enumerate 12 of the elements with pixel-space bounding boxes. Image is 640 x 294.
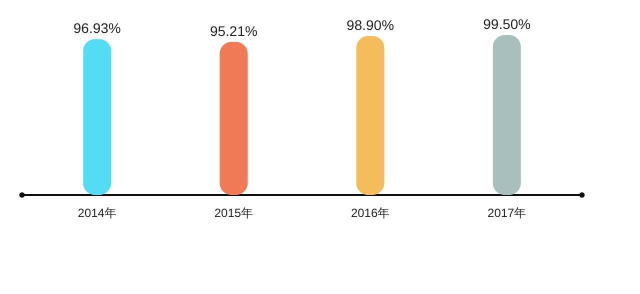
data-label: 98.90% (346, 16, 394, 33)
x-tick-label: 2016年 (350, 206, 390, 220)
bar (492, 35, 521, 195)
x-tick-label: 2017年 (488, 206, 526, 220)
x-tick-label: 2014年 (78, 206, 116, 220)
data-label: 96.93% (73, 20, 121, 36)
bar (83, 39, 112, 195)
data-label: 95.21% (210, 22, 258, 39)
data-label: 99.50% (483, 16, 531, 32)
bar (220, 42, 248, 195)
x-tick-label: 2015年 (214, 206, 254, 220)
bar (356, 36, 384, 195)
